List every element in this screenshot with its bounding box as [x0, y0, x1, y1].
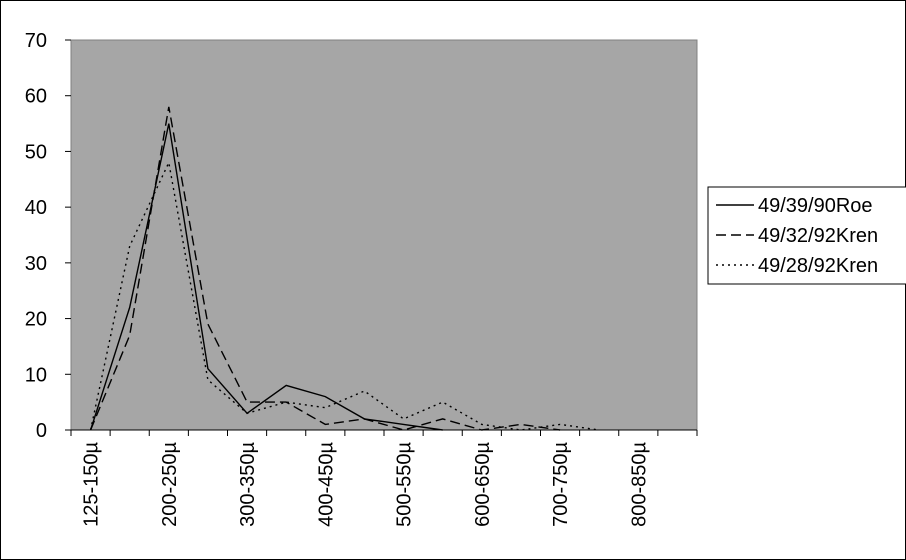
x-tick-label: 600-650µ: [472, 442, 494, 527]
plot-area: [70, 39, 698, 431]
y-tick-label: 40: [25, 197, 47, 219]
x-tick-label: 500-550µ: [394, 442, 416, 527]
x-tick-label: 200-250µ: [159, 442, 181, 527]
x-tick-label: 125-150µ: [81, 442, 103, 527]
y-tick-label: 20: [25, 309, 47, 331]
y-tick-label: 50: [25, 141, 47, 163]
x-tick-label: 700-750µ: [550, 442, 572, 527]
x-tick-label: 400-450µ: [315, 442, 337, 527]
y-tick-label: 30: [25, 253, 47, 275]
y-tick-label: 70: [25, 30, 47, 52]
legend-label: 49/32/92Kren: [758, 225, 878, 247]
legend-label: 49/28/92Kren: [758, 255, 878, 277]
x-tick-label: 800-850µ: [628, 442, 650, 527]
legend-label: 49/39/90Roe: [758, 195, 873, 217]
series-line: [89, 123, 443, 431]
y-tick-label: 0: [36, 420, 47, 442]
y-tick-label: 60: [25, 86, 47, 108]
series-line: [89, 106, 561, 431]
y-tick-label: 10: [25, 364, 47, 386]
x-tick-label: 300-350µ: [237, 442, 259, 527]
